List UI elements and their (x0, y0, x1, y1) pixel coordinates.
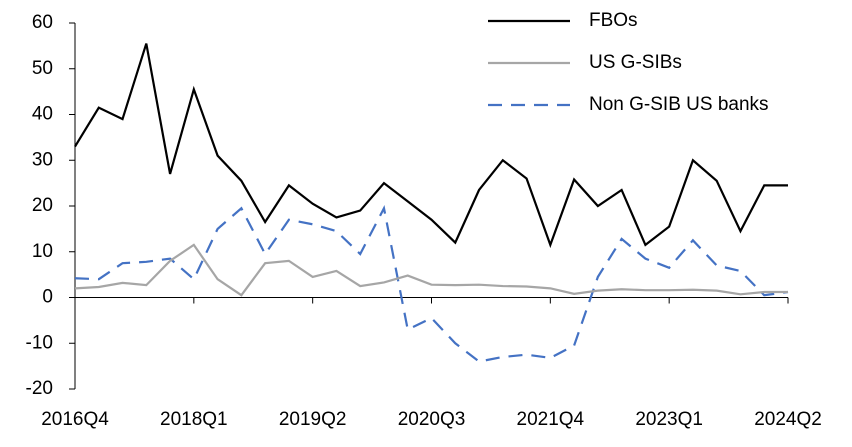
legend-label: Non G-SIB US banks (589, 94, 769, 115)
x-tick-label: 2018Q1 (160, 409, 228, 430)
y-tick-label: -10 (26, 332, 53, 353)
x-tick-label: 2019Q2 (279, 409, 347, 430)
x-tick-label: 2016Q4 (41, 409, 109, 430)
y-tick-label: 20 (32, 195, 53, 216)
x-tick-label: 2024Q2 (754, 409, 822, 430)
legend-label: US G-SIBs (589, 52, 682, 73)
legend-label: FBOs (589, 10, 638, 31)
y-tick-label: 0 (42, 287, 53, 308)
y-tick-label: 10 (32, 241, 53, 262)
series-line (74, 43, 788, 249)
y-tick-label: 30 (32, 149, 53, 170)
y-tick-label: 50 (32, 58, 53, 79)
y-tick-label: 60 (32, 12, 53, 33)
series-line (74, 204, 789, 363)
x-tick-label: 2023Q1 (635, 409, 703, 430)
y-tick-label: -20 (26, 378, 53, 399)
x-tick-label: 2020Q3 (398, 409, 466, 430)
x-tick-label: 2021Q4 (517, 409, 585, 430)
y-tick-label: 40 (32, 104, 53, 125)
series-line (74, 243, 788, 297)
